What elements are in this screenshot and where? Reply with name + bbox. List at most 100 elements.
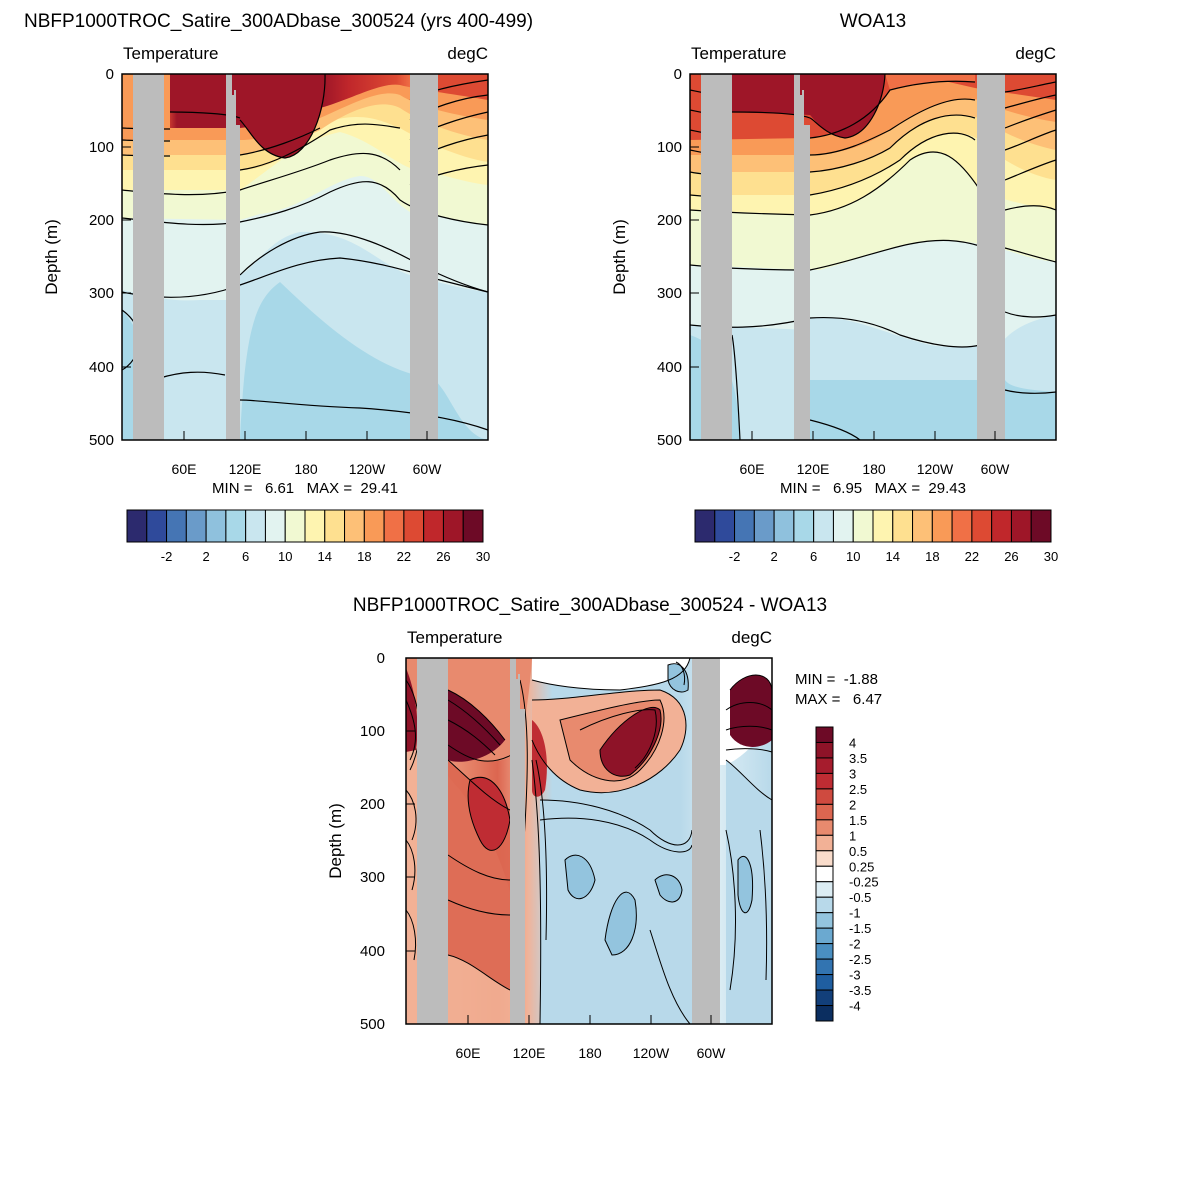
band	[738, 856, 753, 913]
colorbar-label: -2	[729, 549, 741, 564]
colorbar-box	[815, 850, 834, 867]
colorbar-box	[383, 509, 405, 543]
panel-diff-min: MIN = -1.88	[795, 671, 878, 688]
x-tick-label: 60E	[172, 461, 197, 477]
y-tick-label: 0	[106, 66, 114, 83]
colorbar-label: 6	[242, 549, 249, 564]
colorbar-box	[815, 757, 834, 774]
colorbar-box	[126, 509, 148, 543]
x-tick-label: 60W	[981, 461, 1011, 477]
land-mask	[692, 658, 720, 1024]
panel-obs-plot	[689, 73, 1057, 441]
panel-obs-title: WOA13	[840, 11, 907, 32]
colorbar-box	[442, 509, 464, 543]
colorbar-box	[931, 509, 953, 543]
colorbar-label: 4	[849, 735, 856, 750]
colorbar-label: 2	[202, 549, 209, 564]
colorbar-box	[462, 509, 484, 543]
panel-model: NBFP1000TROC_Satire_300ADbase_300524 (yr…	[24, 11, 533, 564]
contours	[121, 73, 489, 431]
colorbar-box	[363, 509, 385, 543]
contours	[689, 73, 1057, 441]
y-tick-label: 500	[89, 432, 114, 449]
colorbar-box	[815, 741, 834, 759]
panel-obs-colorbar: -2 2 6 10 14 18 22 26 30	[694, 509, 1058, 564]
panel-diff: NBFP1000TROC_Satire_300ADbase_300524 - W…	[326, 595, 882, 1061]
land-mask	[510, 658, 525, 1024]
x-tick-label: 120W	[349, 461, 386, 477]
y-tick-label: 200	[360, 796, 385, 813]
band	[655, 874, 682, 902]
colorbar-label: 10	[846, 549, 860, 564]
band	[170, 74, 326, 158]
band	[565, 855, 595, 899]
colorbar-box	[912, 509, 933, 543]
x-tick-label: 180	[578, 1045, 602, 1061]
colorbar-label: 0.25	[849, 859, 874, 874]
land-mask	[410, 74, 438, 440]
x-tick-label: 120W	[633, 1045, 670, 1061]
colorbar-box	[815, 726, 834, 743]
band	[532, 658, 690, 690]
panel-model-plot	[121, 73, 489, 441]
colorbar-box	[813, 509, 834, 543]
colorbar-box	[991, 509, 1012, 543]
colorbar-box	[872, 509, 894, 543]
colorbar-box	[815, 958, 834, 976]
land-mask	[417, 658, 448, 1024]
colorbar-box	[815, 974, 834, 991]
panel-model-x-ticks: 60E 120E 180 120W 60W	[172, 431, 442, 477]
colorbar-box	[423, 509, 444, 543]
colorbar-box	[146, 509, 168, 543]
colorbar-box	[815, 788, 834, 805]
contours	[405, 657, 773, 1025]
colorbar-box	[815, 1005, 834, 1022]
y-tick-label: 300	[89, 285, 114, 302]
colorbar-label: 2	[849, 797, 856, 812]
panel-obs-right-label: degC	[1015, 44, 1056, 63]
colorbar-label: -1.5	[849, 921, 871, 936]
colorbar-label: -2.5	[849, 952, 871, 967]
colorbar-box	[815, 772, 834, 790]
land-mask	[133, 74, 164, 440]
colorbar-label: 14	[318, 549, 332, 564]
colorbar-box	[185, 509, 207, 543]
y-tick-label: 300	[657, 285, 682, 302]
y-tick-label: 100	[360, 723, 385, 740]
plot-frame	[405, 657, 773, 1025]
colorbar-box	[815, 865, 834, 883]
colorbar-label: 14	[886, 549, 900, 564]
band	[468, 777, 510, 851]
panel-model-y-ticks: 0 100 200 300 400 500	[89, 66, 131, 449]
colorbar-label: 3.5	[849, 751, 867, 766]
colorbar-box	[225, 509, 247, 543]
colorbar-label: 30	[1044, 549, 1058, 564]
y-tick-label: 300	[360, 869, 385, 886]
band	[532, 720, 547, 797]
panel-model-title: NBFP1000TROC_Satire_300ADbase_300524 (yr…	[24, 11, 533, 32]
colorbar-box	[832, 509, 854, 543]
panel-obs-y-ticks: 0 100 200 300 400 500	[657, 66, 699, 449]
colorbar-label: -0.25	[849, 875, 879, 890]
panel-diff-x-ticks: 60E 120E 180 120W 60W	[456, 1015, 726, 1061]
colorbar-label: 0.5	[849, 844, 867, 859]
y-tick-label: 200	[657, 212, 682, 229]
colorbar-box	[815, 803, 834, 821]
colorbar-label: -1	[849, 906, 861, 921]
colorbar-box	[714, 509, 736, 543]
colorbar-label: 10	[278, 549, 292, 564]
land-mask	[226, 74, 240, 440]
colorbar-box	[815, 834, 834, 852]
x-tick-label: 120E	[797, 461, 830, 477]
colorbar-label: 1.5	[849, 813, 867, 828]
colorbar-label: -3	[849, 968, 861, 983]
colorbar-label: 26	[436, 549, 450, 564]
land-mask	[701, 74, 732, 440]
colorbar-box	[753, 509, 775, 543]
x-tick-label: 120W	[917, 461, 954, 477]
colorbar-box	[815, 989, 834, 1007]
colorbar-box	[773, 509, 795, 543]
colorbar-label: 26	[1004, 549, 1018, 564]
colorbar-label: -3.5	[849, 983, 871, 998]
